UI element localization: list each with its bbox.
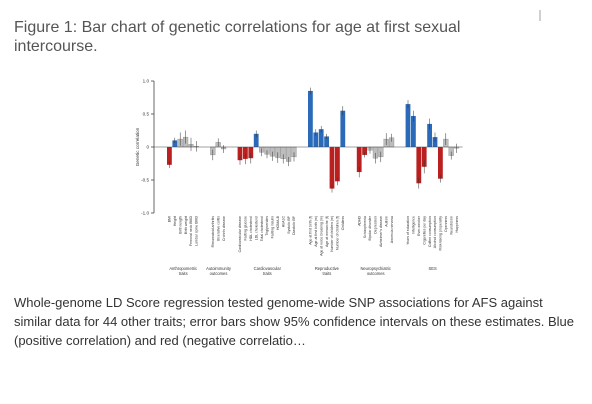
trait-label: Coffee consumption: [428, 216, 432, 247]
trait-label: Age at first birth (f): [309, 216, 313, 245]
bar: [237, 147, 243, 161]
bar: [335, 147, 340, 182]
trait-label: HOMA-B: [276, 215, 280, 230]
bar: [248, 147, 254, 159]
trait-label: Autism: [384, 216, 388, 227]
trait-label: Ever-smoker: [417, 215, 421, 236]
group-label: Cardiovascular traits: [254, 266, 282, 276]
trait-label: Systolic BP: [287, 215, 291, 233]
bar: [438, 147, 443, 179]
trait-label: Rheumatoid arthritis: [211, 216, 215, 248]
group-label: Neuropsychiatric outcomes: [360, 266, 391, 276]
trait-label: Intelligence: [412, 216, 416, 234]
bar: [318, 129, 324, 147]
trait-label: Femoral neck BMD: [189, 216, 193, 246]
trait-label: Childless: [341, 216, 345, 230]
y-tick-label: -1.0: [141, 211, 149, 216]
trait-label: Alzheimer's disease: [379, 216, 383, 247]
trait-label: HbA1C: [281, 216, 285, 228]
bar: [432, 137, 438, 147]
bar: [421, 147, 427, 167]
bar: [340, 110, 346, 147]
genetic-correlation-bar-chart: -1.0 -0.5 0 0.5 1.0 Genetic correlation BMI Hei…: [135, 79, 463, 276]
group-label: Autoimmunity outcomes: [206, 266, 232, 276]
trait-label: Alcohol consumption: [433, 216, 437, 248]
bar: [356, 147, 362, 173]
y-tick-label: 1.0: [143, 79, 150, 84]
trait-label: Cardiovascular disease: [238, 216, 242, 252]
trait-label: Height: [173, 216, 177, 226]
trait-label: Openness: [444, 216, 448, 232]
figure-caption: Whole-genome LD Score regression tested …: [14, 295, 574, 348]
trait-label: Age at first birth (m): [314, 216, 318, 247]
trait-label: Fasting insulin: [271, 216, 275, 238]
group-label: SES: [428, 266, 436, 271]
trait-label: Number of children (m): [330, 216, 334, 252]
bar: [313, 132, 319, 147]
bar: [308, 90, 313, 147]
bar: [324, 136, 329, 147]
trait-label: Age at menarche (f): [325, 216, 329, 247]
trait-label: Bipolar disorder: [368, 215, 372, 240]
trait-label: Age at voice breaking (m): [319, 216, 323, 256]
bar: [243, 147, 248, 159]
scrollbar-thumb[interactable]: [539, 10, 541, 21]
bar: [172, 140, 178, 147]
trait-label: Cigarettes per day: [422, 216, 426, 245]
trait-label: Total cholesterol: [260, 216, 264, 242]
trait-label: Fasting glucose: [244, 216, 248, 241]
y-tick-label: -0.5: [141, 178, 149, 183]
group-label: Reproductive traits: [315, 266, 340, 276]
trait-label: Triglycerides: [265, 216, 269, 236]
trait-label: Crohn's disease: [222, 216, 226, 241]
trait-label: Anorexia nervosa: [390, 216, 394, 243]
bar: [411, 115, 416, 147]
bar: [362, 147, 367, 155]
bar: [167, 147, 172, 165]
trait-label: Schizophrenia: [363, 216, 367, 238]
trait-label: Years of education: [406, 216, 410, 245]
trait-label: HDL cholesterol: [249, 216, 253, 241]
trait-label: Number of children (f): [336, 216, 340, 250]
trait-label: Neuroticism: [449, 216, 453, 235]
trait-label: Birth length: [178, 216, 182, 234]
trait-label: Lumbar spine BMD: [195, 216, 199, 246]
figure-title: Figure 1: Bar chart of genetic correlati…: [14, 19, 461, 55]
trait-label: Ulcerative colitis: [216, 216, 220, 242]
bar: [405, 104, 411, 147]
trait-label: Depression: [374, 216, 378, 234]
y-tick-label: 0.5: [143, 112, 150, 117]
trait-label: Risk-taking propensity: [439, 216, 443, 251]
y-tick-label: 0: [146, 145, 149, 150]
bar: [427, 123, 432, 147]
trait-label: Diastolic BP: [292, 215, 296, 235]
bar: [416, 147, 422, 184]
y-axis-label: Genetic correlation: [135, 127, 140, 166]
trait-label: Birth weight: [184, 216, 188, 234]
bar: [329, 147, 335, 189]
bar: [253, 133, 259, 147]
trait-label: ADHD: [357, 216, 361, 226]
trait-label: Happiness: [455, 216, 459, 233]
trait-label: BMI: [168, 216, 172, 222]
group-label: Anthropometric traits: [169, 266, 197, 276]
trait-label: LDL cholesterol: [254, 216, 258, 240]
